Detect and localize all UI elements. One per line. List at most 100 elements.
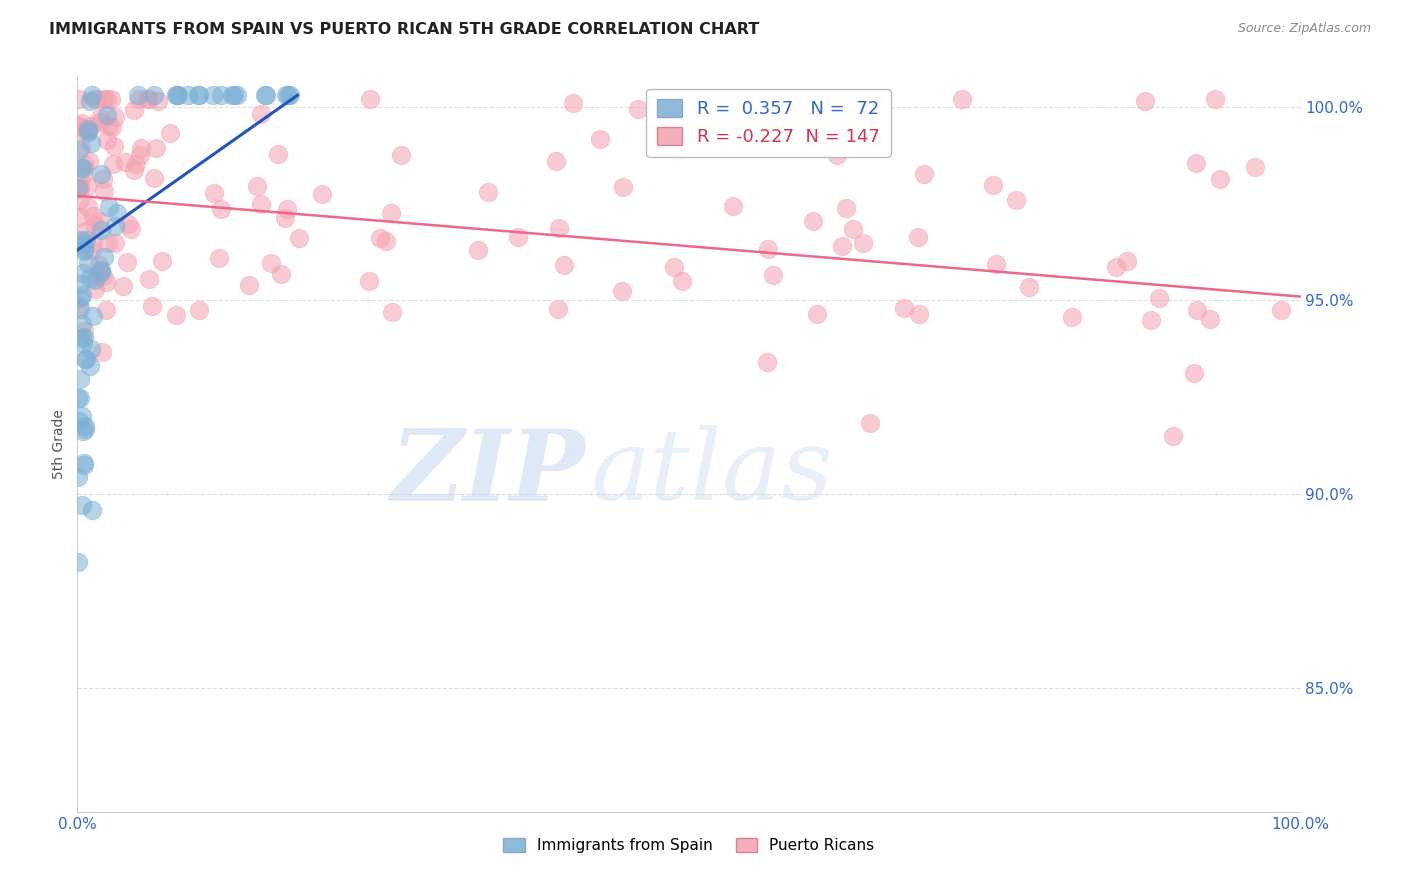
Point xyxy=(67,143,90,157)
Point xyxy=(73,351,96,366)
Point xyxy=(188,303,211,318)
Point xyxy=(69,182,91,196)
Point xyxy=(84,282,107,296)
Point xyxy=(984,257,1007,271)
Point xyxy=(907,230,929,244)
Point xyxy=(787,126,810,140)
Point xyxy=(70,317,93,331)
Point xyxy=(66,181,89,195)
Point xyxy=(893,301,915,315)
Point xyxy=(114,155,136,169)
Point xyxy=(103,138,125,153)
Point xyxy=(70,120,93,135)
Point xyxy=(1270,302,1292,317)
Point xyxy=(69,291,91,305)
Point xyxy=(97,120,120,134)
Point xyxy=(1018,280,1040,294)
Point xyxy=(70,331,93,345)
Point xyxy=(208,251,231,265)
Point xyxy=(238,277,260,292)
Text: atlas: atlas xyxy=(591,425,834,521)
Point xyxy=(84,218,107,232)
Point xyxy=(380,206,402,220)
Point xyxy=(720,92,742,106)
Point xyxy=(91,172,114,186)
Point xyxy=(547,301,569,316)
Point xyxy=(77,200,100,214)
Point xyxy=(1004,193,1026,207)
Point xyxy=(278,88,301,103)
Point xyxy=(277,88,299,103)
Point xyxy=(72,336,94,351)
Point xyxy=(831,239,853,253)
Point xyxy=(104,110,127,124)
Point xyxy=(82,309,104,323)
Point xyxy=(69,277,91,292)
Point xyxy=(104,235,127,250)
Point xyxy=(806,307,828,321)
Point xyxy=(79,359,101,373)
Point xyxy=(75,224,97,238)
Point xyxy=(82,236,104,251)
Point xyxy=(69,372,91,386)
Point xyxy=(93,185,115,199)
Point xyxy=(141,299,163,313)
Point xyxy=(912,167,935,181)
Point xyxy=(1204,92,1226,106)
Point xyxy=(815,138,838,153)
Point xyxy=(142,88,165,103)
Point xyxy=(368,231,391,245)
Point xyxy=(89,223,111,237)
Point xyxy=(77,154,100,169)
Point xyxy=(224,88,246,103)
Point xyxy=(87,268,110,283)
Point xyxy=(73,330,96,344)
Point xyxy=(67,194,90,209)
Point xyxy=(129,140,152,154)
Point xyxy=(287,230,309,244)
Point xyxy=(165,88,187,103)
Point xyxy=(671,274,693,288)
Point xyxy=(75,422,97,436)
Point xyxy=(72,116,94,130)
Point xyxy=(69,178,91,193)
Point xyxy=(835,201,858,215)
Point xyxy=(79,342,101,356)
Point xyxy=(67,391,90,405)
Point xyxy=(104,219,127,233)
Point xyxy=(702,117,724,131)
Point xyxy=(70,409,93,423)
Point xyxy=(73,242,96,256)
Point xyxy=(97,200,120,214)
Point xyxy=(209,202,232,217)
Point xyxy=(72,161,94,175)
Point xyxy=(120,222,142,236)
Point xyxy=(79,270,101,285)
Point xyxy=(1161,428,1184,442)
Point xyxy=(859,416,882,430)
Text: Source: ZipAtlas.com: Source: ZipAtlas.com xyxy=(1237,22,1371,36)
Point xyxy=(610,284,633,298)
Point xyxy=(80,88,103,103)
Point xyxy=(67,470,90,484)
Point xyxy=(1244,160,1267,174)
Point xyxy=(177,88,200,103)
Point xyxy=(1139,313,1161,327)
Point xyxy=(76,179,98,194)
Point xyxy=(136,92,159,106)
Point xyxy=(77,122,100,136)
Point xyxy=(89,112,111,126)
Point xyxy=(73,458,96,472)
Point xyxy=(1209,171,1232,186)
Point xyxy=(72,167,94,181)
Point xyxy=(467,243,489,257)
Text: IMMIGRANTS FROM SPAIN VS PUERTO RICAN 5TH GRADE CORRELATION CHART: IMMIGRANTS FROM SPAIN VS PUERTO RICAN 5T… xyxy=(49,22,759,37)
Point xyxy=(90,167,112,181)
Point xyxy=(146,95,169,109)
Point xyxy=(86,92,108,106)
Y-axis label: 5th Grade: 5th Grade xyxy=(52,409,66,479)
Point xyxy=(612,180,634,194)
Point xyxy=(105,206,128,220)
Point xyxy=(1185,156,1208,170)
Point xyxy=(77,125,100,139)
